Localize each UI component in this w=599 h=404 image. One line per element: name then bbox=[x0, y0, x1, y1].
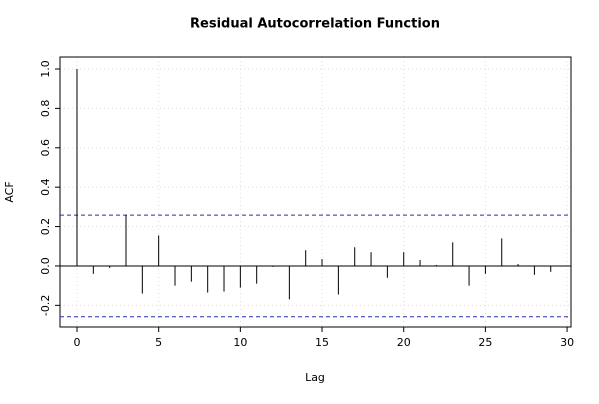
x-tick-label: 10 bbox=[233, 336, 247, 349]
chart-title: Residual Autocorrelation Function bbox=[190, 17, 440, 32]
y-tick-label: 0.6 bbox=[39, 139, 52, 157]
x-tick-label: 5 bbox=[155, 336, 162, 349]
x-tick-label: 30 bbox=[560, 336, 574, 349]
y-tick-label: 0.8 bbox=[39, 100, 52, 118]
y-tick-label: 0.2 bbox=[39, 218, 52, 236]
x-tick-label: 20 bbox=[397, 336, 411, 349]
y-tick-label: 0.4 bbox=[39, 178, 52, 196]
x-axis-label: Lag bbox=[305, 371, 325, 384]
x-tick-label: 0 bbox=[73, 336, 80, 349]
y-tick-label: 0.0 bbox=[39, 257, 52, 275]
y-tick-label: -0.2 bbox=[39, 295, 52, 316]
x-tick-label: 15 bbox=[315, 336, 329, 349]
y-tick-label: 1.0 bbox=[39, 60, 52, 78]
plot-frame bbox=[59, 56, 572, 328]
y-axis-label: ACF bbox=[3, 181, 16, 202]
x-tick-label: 25 bbox=[478, 336, 492, 349]
